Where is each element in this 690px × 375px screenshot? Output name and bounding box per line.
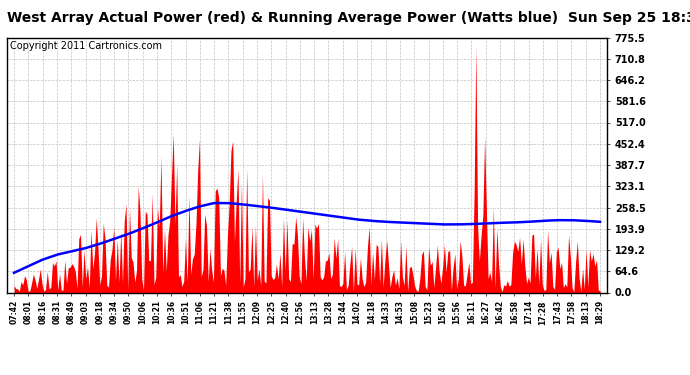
Text: Copyright 2011 Cartronics.com: Copyright 2011 Cartronics.com: [10, 41, 162, 51]
Text: West Array Actual Power (red) & Running Average Power (Watts blue)  Sun Sep 25 1: West Array Actual Power (red) & Running …: [7, 11, 690, 25]
